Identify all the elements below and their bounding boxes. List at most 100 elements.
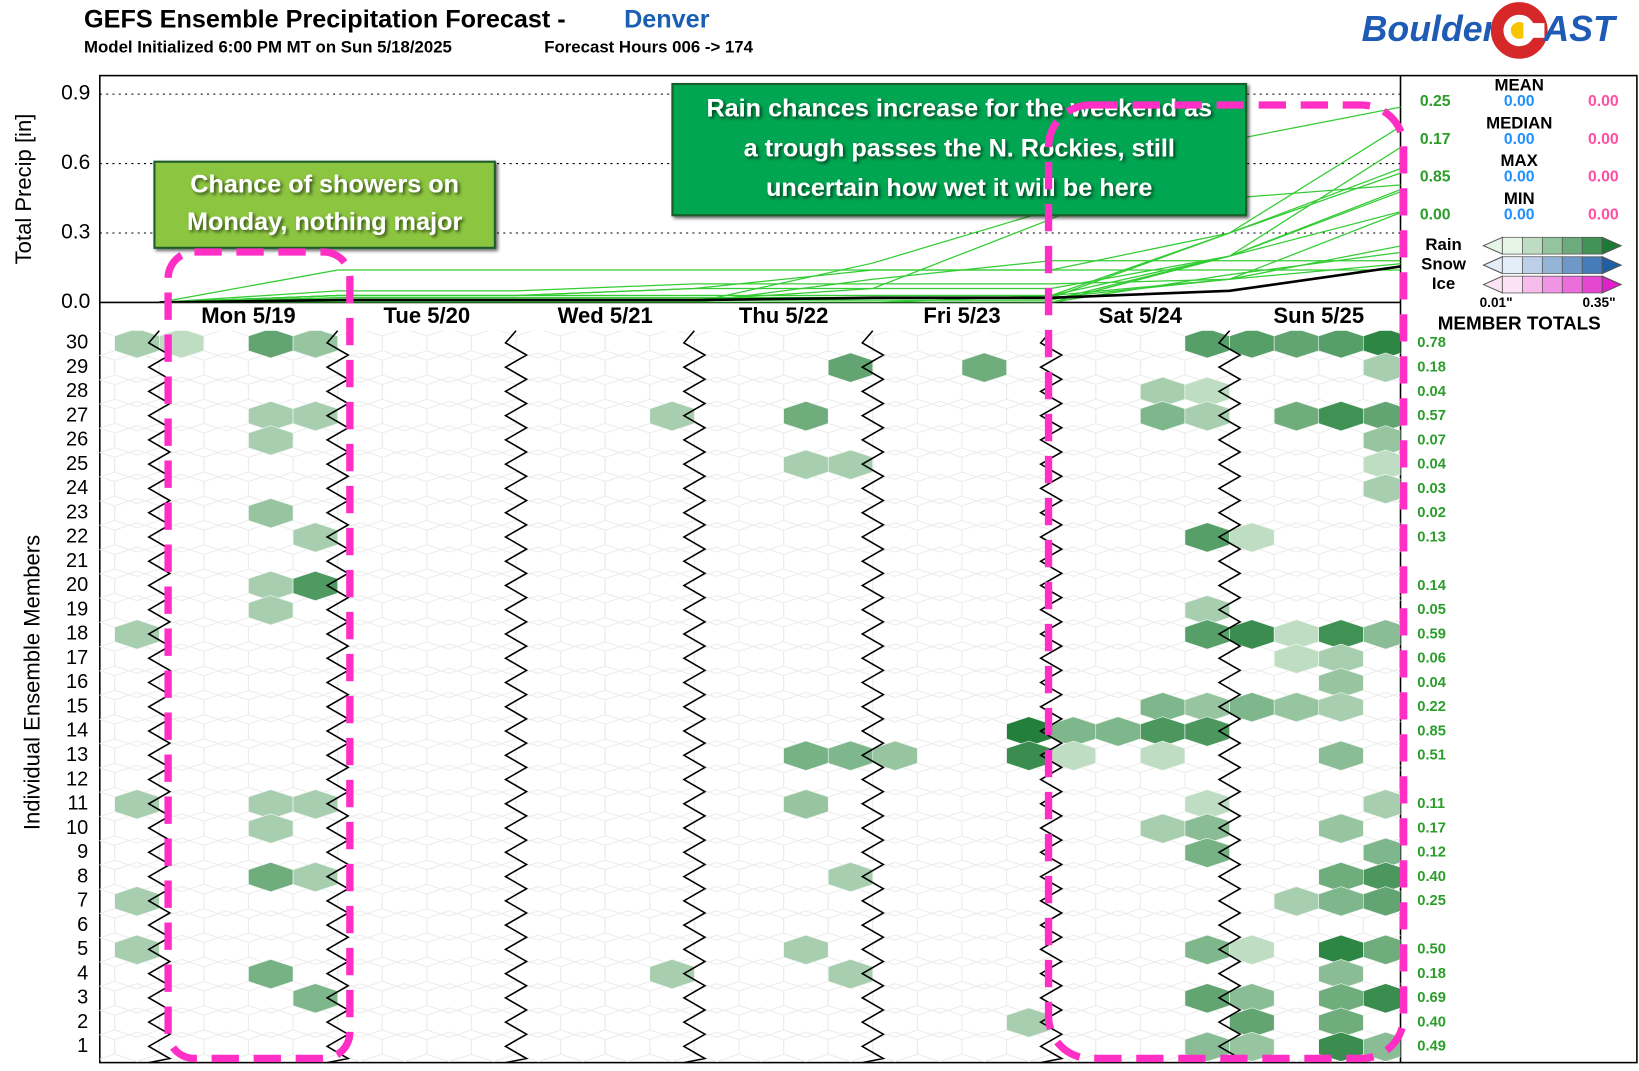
hex-outline <box>381 667 428 699</box>
member-line <box>159 251 1401 303</box>
hex-outline <box>426 522 472 553</box>
hex-outline <box>783 643 829 674</box>
hex-outline <box>470 546 517 577</box>
hex-outline <box>203 716 249 747</box>
hex-outline <box>426 764 472 796</box>
y-tick-label: 0.6 <box>61 151 90 174</box>
precip-cell <box>292 789 338 820</box>
hex-outline <box>470 716 517 747</box>
hex-outline <box>381 740 428 771</box>
hex-outline <box>114 522 160 553</box>
hex-outline <box>1095 400 1141 432</box>
hex-outline <box>426 910 472 941</box>
hex-outline <box>381 643 428 674</box>
hex-outline <box>203 691 249 723</box>
hex-outline <box>961 473 1008 505</box>
annotation-text: Rain chances increase for the weekend as <box>706 95 1212 123</box>
legend-ramp <box>1561 275 1583 294</box>
precip-cell <box>1140 401 1186 432</box>
hex-outline <box>1273 546 1320 577</box>
annotation-text: Monday, nothing major <box>187 208 462 236</box>
hex-outline <box>1006 594 1052 626</box>
hex-outline <box>203 886 249 917</box>
hex-outline <box>738 983 785 1014</box>
member-label: 27 <box>66 404 88 426</box>
hex-outline <box>560 934 606 966</box>
hex-outline <box>1095 570 1141 602</box>
hex-outline <box>560 619 606 650</box>
precip-cell <box>248 959 294 990</box>
legend-ramp-start <box>1482 275 1503 294</box>
precip-cell <box>1006 1007 1052 1038</box>
hex-outline <box>292 910 339 941</box>
member-total: 0.49 <box>1417 1039 1446 1055</box>
legend-ramp <box>1502 236 1523 255</box>
hex-outline <box>1273 934 1320 966</box>
hex-outline <box>649 522 695 553</box>
hex-outline <box>203 497 249 529</box>
hex-outline <box>1095 619 1141 650</box>
hex-outline <box>916 570 963 602</box>
hex-outline <box>783 570 829 602</box>
hex-outline <box>738 619 785 650</box>
hex-outline <box>203 958 249 990</box>
hex-outline <box>649 473 695 505</box>
day-label: Fri 5/23 <box>923 303 1000 328</box>
hex-outline <box>649 691 695 723</box>
hex-outline <box>783 497 829 529</box>
member-label: 25 <box>66 453 88 475</box>
stat-value: 0.00 <box>1504 169 1535 186</box>
hex-outline <box>916 522 963 553</box>
hex-outline <box>916 619 963 650</box>
hex-outline <box>738 449 785 480</box>
hex-outline <box>1139 958 1186 990</box>
legend-ramp <box>1502 275 1523 294</box>
hex-outline <box>1006 546 1052 577</box>
hex-outline <box>203 376 249 408</box>
hex-outline <box>916 886 963 917</box>
hex-outline <box>961 546 1008 577</box>
hex-outline <box>916 546 963 577</box>
hex-outline <box>738 934 785 966</box>
hex-outline <box>1095 594 1141 626</box>
hex-outline <box>1139 473 1186 505</box>
precip-cell <box>783 740 829 771</box>
hex-outline <box>738 400 785 432</box>
hex-outline <box>961 570 1008 602</box>
precip-cell <box>1184 619 1230 650</box>
hex-outline <box>783 837 829 869</box>
hex-outline <box>916 497 963 529</box>
hex-outline <box>738 958 785 990</box>
member-total: 0.40 <box>1417 869 1446 885</box>
hex-outline <box>916 473 963 505</box>
hex-outline <box>649 619 695 650</box>
member-line <box>159 191 1401 303</box>
hex-outline <box>604 643 651 674</box>
hex-outline <box>470 425 517 456</box>
hex-outline <box>381 983 428 1014</box>
members-axis-label: Individual Ensemble Members <box>19 535 44 830</box>
hex-outline <box>1273 1007 1320 1038</box>
hex-outline <box>247 716 294 747</box>
hex-outline <box>114 1007 160 1038</box>
hex-outline <box>1408 911 1453 940</box>
precip-cell <box>248 425 294 456</box>
hex-outline <box>470 886 517 917</box>
hex-outline <box>560 837 606 869</box>
member-label: 22 <box>66 526 88 548</box>
hex-outline <box>604 958 651 990</box>
hex-outline <box>738 764 785 796</box>
hex-outline <box>470 643 517 674</box>
hex-outline <box>560 376 606 408</box>
y-tick-label: 0.3 <box>61 221 90 244</box>
hex-outline <box>961 522 1008 553</box>
hex-outline <box>114 837 160 869</box>
hex-outline <box>203 983 249 1014</box>
hex-outline <box>560 352 606 383</box>
precip-cell <box>827 862 874 893</box>
hex-outline <box>1139 886 1186 917</box>
hex-outline <box>961 837 1008 869</box>
hex-outline <box>1273 570 1320 602</box>
hex-outline <box>1273 740 1320 771</box>
hex-outline <box>470 400 517 432</box>
